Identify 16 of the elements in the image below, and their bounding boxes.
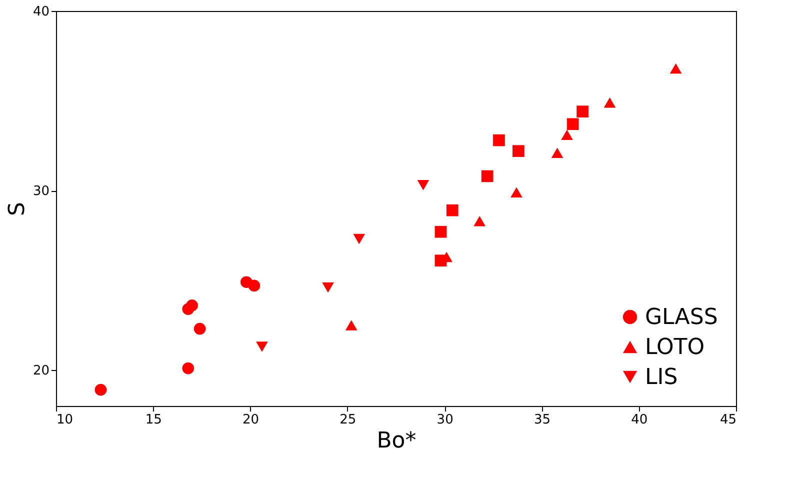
x-tick-label: 20 <box>242 412 260 428</box>
x-tick-label: 45 <box>720 412 736 428</box>
x-axis-title: Bo* <box>376 428 416 454</box>
x-tick-label: 40 <box>631 412 648 428</box>
legend-label: GLASS <box>645 305 718 330</box>
x-tick-label: 10 <box>56 412 74 428</box>
y-tick-label: 30 <box>32 184 50 200</box>
x-tick-label: 25 <box>340 412 356 428</box>
legend-label: LIS <box>645 365 678 390</box>
legend-label: LOTO <box>645 335 705 360</box>
y-tick-label: 40 <box>32 4 50 20</box>
x-tick-label: 30 <box>436 412 454 428</box>
y-axis-title: S <box>4 202 30 216</box>
x-tick-label: 15 <box>145 412 162 428</box>
y-tick-label: 20 <box>32 364 50 379</box>
x-tick-label: 35 <box>534 412 550 428</box>
